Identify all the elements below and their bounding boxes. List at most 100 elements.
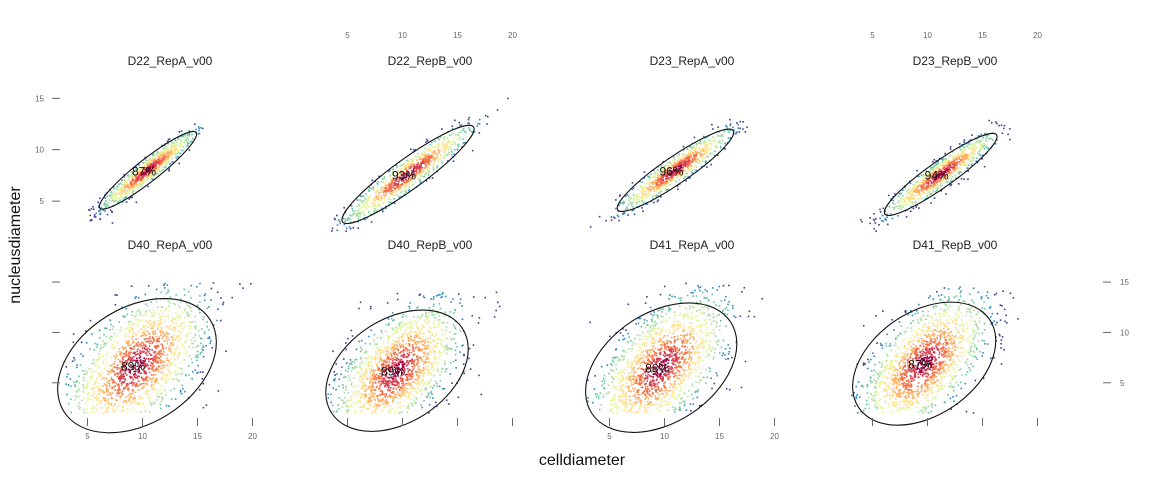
data-point [408, 163, 411, 166]
data-point [178, 335, 181, 337]
data-point [117, 366, 119, 369]
data-point [610, 219, 613, 221]
data-point [437, 149, 440, 152]
data-point [660, 176, 663, 178]
data-point [438, 138, 440, 141]
data-point [172, 144, 174, 147]
data-point [900, 192, 903, 195]
data-point [915, 206, 918, 208]
data-point [114, 409, 117, 411]
data-point [370, 202, 372, 205]
data-point [679, 160, 681, 162]
data-point [662, 170, 665, 173]
data-point [432, 166, 434, 169]
data-point [133, 332, 135, 335]
data-point [148, 162, 150, 165]
data-point [85, 407, 88, 410]
data-point [436, 165, 439, 167]
data-point [977, 152, 979, 155]
data-point [679, 174, 682, 176]
data-point [153, 164, 156, 167]
data-point [158, 336, 161, 339]
data-point [161, 152, 164, 155]
data-point [120, 376, 122, 378]
data-point [686, 155, 688, 158]
data-point [420, 155, 423, 157]
data-point [720, 135, 723, 137]
data-point [408, 181, 411, 184]
data-point [111, 210, 113, 213]
data-point [934, 169, 936, 171]
data-point [736, 131, 738, 133]
data-point [176, 347, 179, 349]
data-point [165, 326, 167, 329]
data-point [183, 294, 186, 296]
data-point [438, 152, 440, 154]
data-point [930, 182, 933, 185]
data-point [191, 370, 194, 373]
data-point [408, 179, 410, 182]
data-point [188, 149, 191, 152]
data-point [154, 321, 156, 324]
data-point [447, 147, 450, 150]
data-point [113, 199, 116, 202]
data-point [153, 320, 156, 323]
data-point [381, 186, 383, 188]
data-point [886, 223, 889, 226]
data-point [171, 319, 174, 322]
data-point [157, 395, 159, 398]
data-point [143, 314, 145, 317]
data-point [137, 330, 140, 333]
data-point [163, 287, 166, 289]
data-point [672, 164, 675, 166]
data-point [139, 314, 142, 316]
data-point [652, 176, 654, 179]
data-point [426, 166, 428, 168]
data-point [673, 172, 675, 174]
data-point [120, 394, 123, 397]
data-point [145, 390, 147, 393]
data-point [91, 411, 94, 414]
data-point [194, 315, 196, 318]
data-point [97, 352, 100, 355]
data-point [459, 136, 461, 139]
data-point [430, 155, 432, 157]
data-point [423, 151, 425, 153]
data-point [125, 193, 128, 195]
data-point [181, 144, 183, 147]
data-point [142, 382, 145, 385]
data-point [111, 328, 114, 331]
data-point [381, 202, 384, 205]
data-point [447, 141, 449, 143]
data-point [708, 148, 711, 150]
confidence-ellipse [98, 130, 198, 210]
data-point [979, 145, 982, 147]
data-point [151, 403, 153, 405]
data-point [462, 138, 464, 140]
data-point [917, 189, 920, 191]
data-point [349, 214, 352, 217]
data-point [970, 152, 973, 154]
data-point [128, 331, 131, 334]
data-point [397, 185, 400, 187]
data-point [396, 170, 399, 172]
data-point [126, 313, 129, 316]
data-point [652, 180, 655, 183]
data-point [708, 149, 710, 152]
data-point [111, 407, 114, 410]
data-point [654, 171, 657, 174]
data-point [159, 316, 161, 318]
data-point [187, 134, 189, 136]
data-point [689, 177, 691, 179]
data-point [152, 374, 155, 376]
data-point [943, 164, 946, 167]
data-point [962, 158, 964, 161]
data-point [180, 149, 183, 151]
data-point [357, 217, 360, 220]
data-point [103, 412, 105, 414]
data-point [912, 191, 914, 193]
data-point [163, 155, 166, 158]
data-point [182, 387, 184, 390]
data-point [635, 198, 638, 200]
data-point [405, 164, 408, 166]
